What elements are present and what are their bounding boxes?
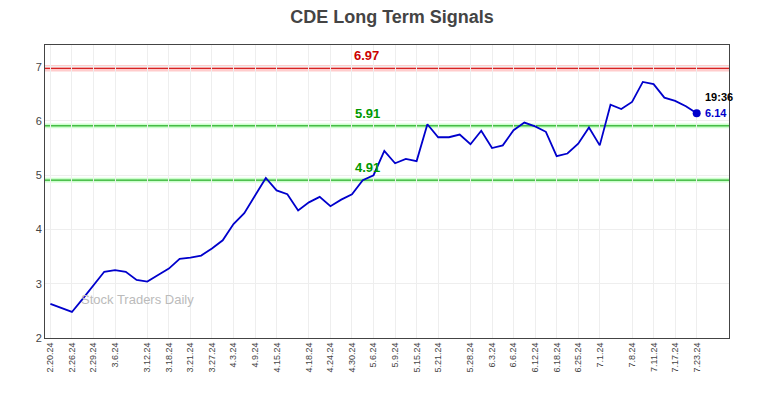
svg-text:7.17.24: 7.17.24: [670, 343, 680, 373]
svg-text:7.8.24: 7.8.24: [627, 343, 637, 368]
svg-text:6: 6: [36, 115, 42, 127]
svg-text:6.14: 6.14: [705, 107, 727, 119]
svg-text:4: 4: [36, 223, 42, 235]
svg-text:5: 5: [36, 169, 42, 181]
svg-text:2.20.24: 2.20.24: [45, 343, 55, 373]
svg-text:19:36: 19:36: [705, 91, 733, 103]
svg-text:2.29.24: 2.29.24: [88, 343, 98, 373]
svg-text:6.25.24: 6.25.24: [573, 343, 583, 373]
svg-text:4.30.24: 4.30.24: [347, 343, 357, 373]
svg-text:6.97: 6.97: [354, 48, 379, 63]
svg-text:Stock Traders Daily: Stock Traders Daily: [81, 292, 194, 307]
svg-text:4.24.24: 4.24.24: [325, 343, 335, 373]
svg-text:CDE Long Term Signals: CDE Long Term Signals: [290, 7, 494, 27]
svg-text:3.12.24: 3.12.24: [142, 343, 152, 373]
svg-text:4.9.24: 4.9.24: [250, 343, 260, 368]
svg-text:7.11.24: 7.11.24: [649, 343, 659, 372]
svg-text:7.1.24: 7.1.24: [595, 343, 605, 368]
svg-text:5.21.24: 5.21.24: [433, 343, 443, 373]
svg-text:5.6.24: 5.6.24: [368, 343, 378, 368]
svg-text:2.26.24: 2.26.24: [67, 343, 77, 373]
svg-text:5.15.24: 5.15.24: [412, 343, 422, 373]
svg-text:3.27.24: 3.27.24: [207, 343, 217, 373]
svg-text:6.6.24: 6.6.24: [508, 343, 518, 368]
svg-text:6.3.24: 6.3.24: [487, 343, 497, 368]
svg-text:4.3.24: 4.3.24: [228, 343, 238, 368]
svg-text:7.23.24: 7.23.24: [692, 343, 702, 373]
svg-text:2: 2: [36, 332, 42, 344]
svg-text:3.6.24: 3.6.24: [110, 343, 120, 368]
svg-text:3: 3: [36, 278, 42, 290]
svg-text:4.18.24: 4.18.24: [304, 343, 314, 373]
svg-text:5.91: 5.91: [355, 106, 380, 121]
svg-text:6.12.24: 6.12.24: [530, 343, 540, 373]
svg-text:3.18.24: 3.18.24: [164, 343, 174, 373]
svg-text:7: 7: [36, 61, 42, 73]
svg-text:6.18.24: 6.18.24: [552, 343, 562, 373]
svg-text:4.15.24: 4.15.24: [272, 343, 282, 373]
svg-text:5.28.24: 5.28.24: [465, 343, 475, 373]
svg-text:4.91: 4.91: [355, 160, 380, 175]
svg-text:5.9.24: 5.9.24: [390, 343, 400, 368]
svg-text:3.21.24: 3.21.24: [185, 343, 195, 373]
